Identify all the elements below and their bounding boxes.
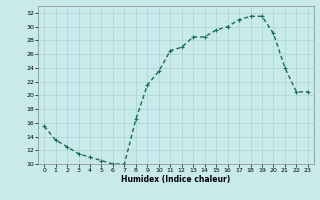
X-axis label: Humidex (Indice chaleur): Humidex (Indice chaleur) [121, 175, 231, 184]
